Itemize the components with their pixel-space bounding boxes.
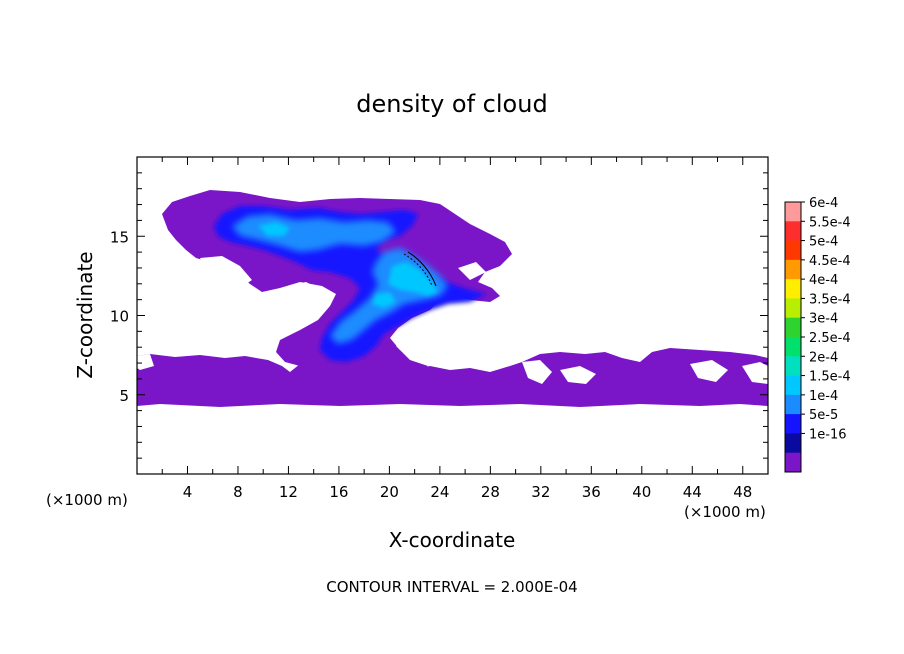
chart-title: density of cloud (356, 90, 547, 118)
x-tick-label: 20 (380, 483, 399, 501)
contour-lines (403, 251, 437, 287)
colorbar-swatch (785, 221, 801, 242)
colorbar-label: 1e-16 (809, 427, 847, 442)
colorbar-label: 1e-4 (809, 389, 838, 404)
colorbar-swatch (785, 240, 801, 261)
colorbar-swatch (785, 433, 801, 454)
x-axis: 4 8 12 16 20 24 28 32 36 40 44 48 (161, 157, 752, 501)
cloud-field-clear-gaps (137, 256, 768, 384)
colorbar-swatch (785, 375, 801, 396)
colorbar-label: 3e-4 (809, 312, 838, 327)
colorbar: 6e-4 5.5e-4 5e-4 4.5e-4 4e-4 3.5e-4 3e-4 2.5e-4… (784, 196, 851, 473)
colorbar-swatch (785, 394, 801, 415)
contour-interval-label: CONTOUR INTERVAL = 2.000E-04 (326, 578, 577, 596)
colorbar-swatch (785, 202, 801, 222)
colorbar-label: 2.5e-4 (809, 331, 851, 346)
x-tick-label: 48 (733, 483, 752, 501)
x-tick-label: 24 (430, 483, 449, 501)
x-axis-unit: (×1000 m) (684, 503, 766, 521)
colorbar-label: 4.5e-4 (809, 254, 851, 269)
colorbar-label: 5.5e-4 (809, 215, 851, 230)
colorbar-label: 1.5e-4 (809, 370, 851, 385)
colorbar-swatch (785, 356, 801, 377)
colorbar-swatch (785, 259, 801, 280)
x-tick-label: 44 (683, 483, 702, 501)
colorbar-label: 5e-4 (809, 235, 838, 250)
y-tick-label: 10 (110, 308, 129, 326)
colorbar-swatch (785, 317, 801, 338)
x-tick-label: 28 (481, 483, 500, 501)
y-axis-unit: (×1000 m) (46, 491, 128, 509)
x-tick-label: 4 (183, 483, 193, 501)
y-tick-label: 5 (119, 387, 129, 405)
colorbar-swatch (785, 337, 801, 357)
colorbar-label: 5e-5 (809, 408, 838, 423)
x-tick-label: 36 (582, 483, 601, 501)
colorbar-label: 4e-4 (809, 273, 838, 288)
y-axis: 5 10 15 (110, 172, 768, 459)
colorbar-swatch (785, 279, 801, 299)
x-tick-label: 16 (329, 483, 348, 501)
colorbar-swatch (785, 414, 801, 434)
x-axis-label: X-coordinate (389, 528, 516, 552)
colorbar-swatch (785, 452, 801, 473)
y-axis-label: Z-coordinate (73, 251, 97, 378)
plot-area (137, 157, 768, 474)
colorbar-swatch (785, 298, 801, 319)
colorbar-label: 6e-4 (809, 196, 838, 211)
x-tick-label: 8 (233, 483, 243, 501)
y-tick-label: 15 (110, 228, 129, 246)
x-tick-label: 40 (632, 483, 651, 501)
cloud-field-core-density (258, 222, 438, 308)
x-tick-label: 12 (279, 483, 298, 501)
x-tick-label: 32 (531, 483, 550, 501)
colorbar-label: 3.5e-4 (809, 292, 851, 307)
colorbar-label: 2e-4 (809, 350, 838, 365)
